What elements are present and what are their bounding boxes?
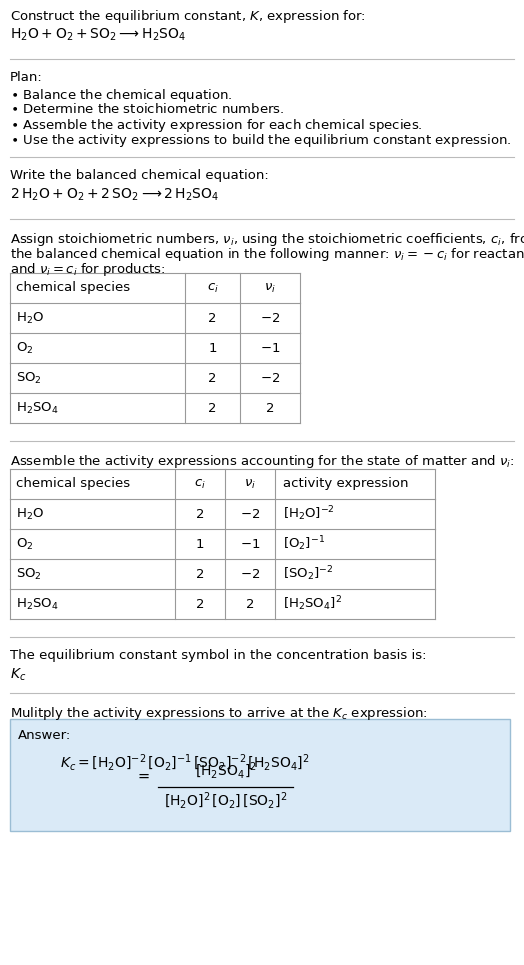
Text: $=$: $=$	[135, 767, 150, 783]
Text: $[\mathrm{SO_2}]^{-2}$: $[\mathrm{SO_2}]^{-2}$	[283, 565, 333, 584]
Text: 2: 2	[196, 597, 204, 611]
Text: 2: 2	[196, 567, 204, 581]
Text: $-2$: $-2$	[260, 312, 280, 324]
Text: $K_c$: $K_c$	[10, 667, 26, 683]
Text: $-1$: $-1$	[260, 342, 280, 354]
Text: $[\mathrm{H_2O}]^{-2}$: $[\mathrm{H_2O}]^{-2}$	[283, 505, 335, 523]
Text: 2: 2	[208, 372, 217, 384]
Text: $\mathrm{2\,H_2O + O_2 + 2\,SO_2 \longrightarrow 2\,H_2SO_4}$: $\mathrm{2\,H_2O + O_2 + 2\,SO_2 \longri…	[10, 187, 220, 204]
Text: chemical species: chemical species	[16, 282, 130, 294]
Text: $\mathrm{H_2O + O_2 + SO_2 \longrightarrow H_2SO_4}$: $\mathrm{H_2O + O_2 + SO_2 \longrightarr…	[10, 27, 186, 43]
Text: activity expression: activity expression	[283, 478, 409, 490]
Text: Plan:: Plan:	[10, 71, 43, 84]
Text: $\bullet$ Balance the chemical equation.: $\bullet$ Balance the chemical equation.	[10, 87, 233, 104]
Text: $\mathrm{H_2O}$: $\mathrm{H_2O}$	[16, 311, 44, 325]
Text: $K_c = [\mathrm{H_2O}]^{-2}\,[\mathrm{O_2}]^{-1}\,[\mathrm{SO_2}]^{-2}\,[\mathrm: $K_c = [\mathrm{H_2O}]^{-2}\,[\mathrm{O_…	[60, 753, 310, 773]
Text: Write the balanced chemical equation:: Write the balanced chemical equation:	[10, 169, 269, 182]
Text: $\mathrm{SO_2}$: $\mathrm{SO_2}$	[16, 371, 42, 386]
Text: Answer:: Answer:	[18, 729, 71, 742]
Text: 2: 2	[266, 401, 274, 415]
Text: $c_i$: $c_i$	[194, 478, 206, 490]
Text: $\mathrm{O_2}$: $\mathrm{O_2}$	[16, 341, 34, 355]
Text: $[\mathrm{H_2SO_4}]^2$: $[\mathrm{H_2SO_4}]^2$	[194, 760, 256, 782]
Text: $\mathrm{H_2SO_4}$: $\mathrm{H_2SO_4}$	[16, 596, 59, 612]
Text: $\mathrm{O_2}$: $\mathrm{O_2}$	[16, 537, 34, 552]
Text: $\bullet$ Use the activity expressions to build the equilibrium constant express: $\bullet$ Use the activity expressions t…	[10, 132, 511, 149]
Text: Mulitply the activity expressions to arrive at the $K_c$ expression:: Mulitply the activity expressions to arr…	[10, 705, 428, 722]
Text: and $\nu_i = c_i$ for products:: and $\nu_i = c_i$ for products:	[10, 261, 166, 278]
Text: Assemble the activity expressions accounting for the state of matter and $\nu_i$: Assemble the activity expressions accoun…	[10, 453, 515, 470]
Text: $\mathrm{H_2SO_4}$: $\mathrm{H_2SO_4}$	[16, 400, 59, 416]
Text: 2: 2	[196, 508, 204, 520]
Text: 2: 2	[208, 312, 217, 324]
Text: $[\mathrm{H_2O}]^2\,[\mathrm{O_2}]\,[\mathrm{SO_2}]^2$: $[\mathrm{H_2O}]^2\,[\mathrm{O_2}]\,[\ma…	[164, 790, 287, 812]
Text: $-2$: $-2$	[260, 372, 280, 384]
Text: 1: 1	[196, 538, 204, 550]
Text: $-2$: $-2$	[240, 567, 260, 581]
Text: $c_i$: $c_i$	[206, 282, 219, 294]
Text: 1: 1	[208, 342, 217, 354]
Text: $[\mathrm{H_2SO_4}]^{2}$: $[\mathrm{H_2SO_4}]^{2}$	[283, 594, 342, 614]
Text: $\bullet$ Assemble the activity expression for each chemical species.: $\bullet$ Assemble the activity expressi…	[10, 117, 423, 134]
Text: $\mathrm{H_2O}$: $\mathrm{H_2O}$	[16, 507, 44, 521]
Text: $-2$: $-2$	[240, 508, 260, 520]
Text: Assign stoichiometric numbers, $\nu_i$, using the stoichiometric coefficients, $: Assign stoichiometric numbers, $\nu_i$, …	[10, 231, 524, 248]
Text: 2: 2	[246, 597, 254, 611]
Text: 2: 2	[208, 401, 217, 415]
Text: The equilibrium constant symbol in the concentration basis is:: The equilibrium constant symbol in the c…	[10, 649, 427, 662]
Text: $\mathrm{SO_2}$: $\mathrm{SO_2}$	[16, 566, 42, 582]
Text: $\nu_i$: $\nu_i$	[244, 478, 256, 490]
Text: $\nu_i$: $\nu_i$	[264, 282, 276, 294]
Text: the balanced chemical equation in the following manner: $\nu_i = -c_i$ for react: the balanced chemical equation in the fo…	[10, 246, 524, 263]
Text: Construct the equilibrium constant, $K$, expression for:: Construct the equilibrium constant, $K$,…	[10, 8, 366, 25]
Text: chemical species: chemical species	[16, 478, 130, 490]
Text: $[\mathrm{O_2}]^{-1}$: $[\mathrm{O_2}]^{-1}$	[283, 535, 325, 553]
Text: $\bullet$ Determine the stoichiometric numbers.: $\bullet$ Determine the stoichiometric n…	[10, 102, 285, 116]
Text: $-1$: $-1$	[240, 538, 260, 550]
FancyBboxPatch shape	[10, 719, 510, 831]
